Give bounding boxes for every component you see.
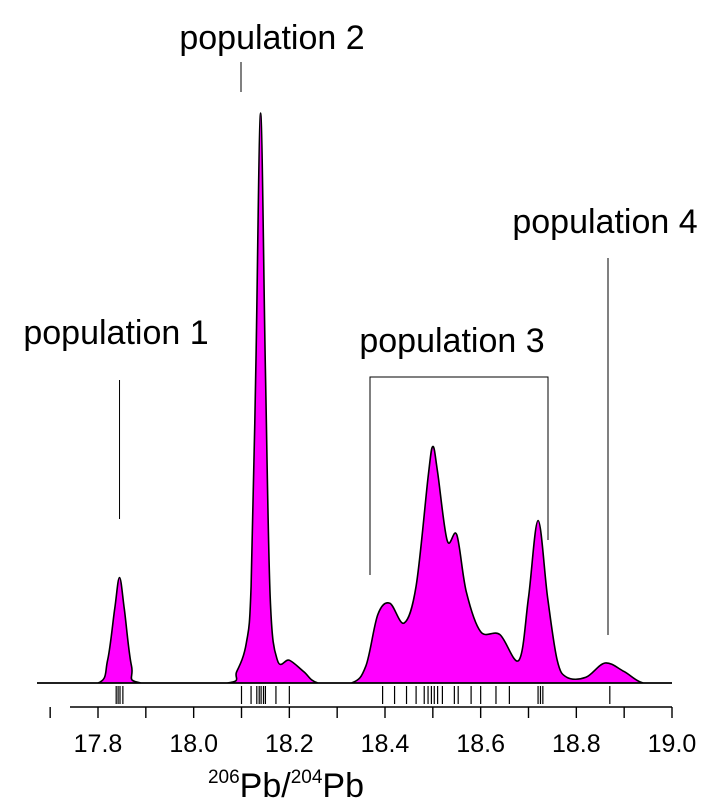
- population-3-label: population 3: [359, 322, 544, 360]
- x-tick-label: 17.8: [74, 730, 123, 758]
- density-area: [37, 112, 672, 684]
- population-3-bracket: [369, 376, 549, 575]
- x-tick-label: 18.6: [456, 730, 505, 758]
- x-tick-label: 19.0: [648, 730, 697, 758]
- x-tick-label: 18.2: [265, 730, 314, 758]
- x-tick-label: 18.4: [361, 730, 410, 758]
- x-axis-label: 206Pb/204Pb: [208, 767, 364, 805]
- population-2-label: population 2: [179, 19, 364, 57]
- x-tick-label: 18.0: [169, 730, 218, 758]
- x-tick-label: 18.8: [552, 730, 601, 758]
- population-4-label: population 4: [512, 203, 697, 241]
- population-1-label: population 1: [23, 314, 208, 352]
